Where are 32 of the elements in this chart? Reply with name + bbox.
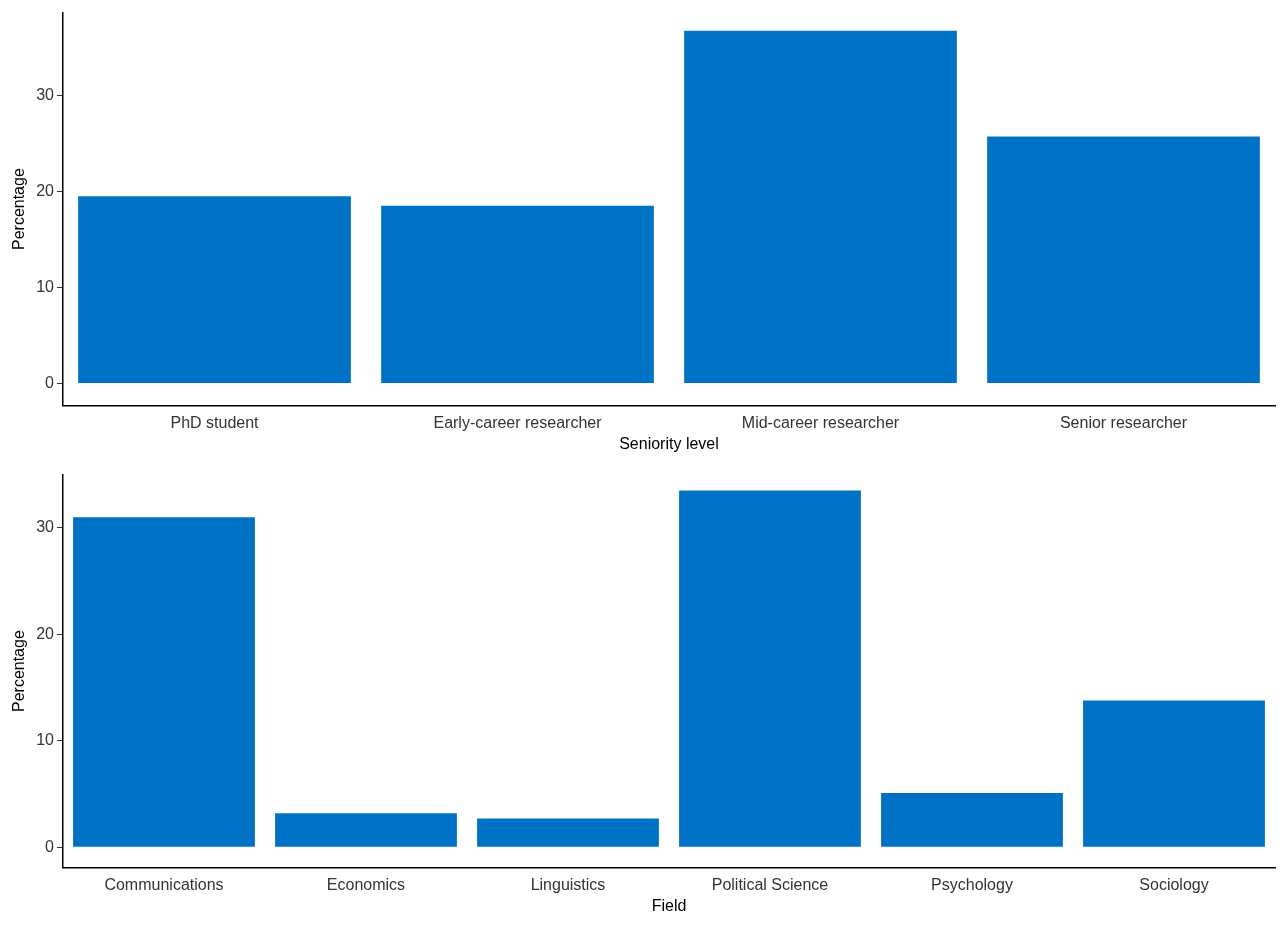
x-tick-label: Communications — [104, 875, 224, 893]
bar — [73, 517, 255, 847]
bar — [679, 490, 861, 847]
y-tick-label: 0 — [45, 837, 55, 855]
bar — [381, 205, 654, 383]
x-tick-label: Mid-career researcher — [741, 413, 900, 431]
bar — [275, 813, 457, 847]
y-axis-title: Percentage — [10, 168, 28, 251]
bar — [987, 136, 1260, 383]
x-tick-label: Psychology — [931, 875, 1013, 893]
y-tick-label: 30 — [36, 85, 55, 103]
y-tick-label: 30 — [36, 518, 55, 536]
y-tick-label: 10 — [36, 277, 55, 295]
y-axis-title: Percentage — [10, 630, 28, 713]
x-axis-title: Field — [651, 896, 687, 914]
y-tick-label: 20 — [36, 181, 55, 199]
x-tick-label: Senior researcher — [1059, 413, 1188, 431]
y-tick-label: 10 — [36, 731, 55, 749]
bar — [477, 818, 659, 847]
x-tick-label: Economics — [326, 875, 406, 893]
x-tick-label: Linguistics — [530, 875, 606, 893]
bar — [881, 793, 1063, 847]
bar — [684, 30, 957, 383]
x-tick-label: Sociology — [1139, 875, 1209, 893]
bar — [78, 196, 351, 383]
y-tick-label: 0 — [45, 373, 55, 391]
x-tick-label: Political Science — [711, 875, 829, 893]
y-tick-label: 20 — [36, 624, 55, 642]
bar — [1083, 700, 1265, 847]
x-tick-label: PhD student — [170, 413, 260, 431]
x-axis-title: Seniority level — [619, 434, 719, 452]
x-tick-label: Early-career researcher — [433, 413, 603, 431]
